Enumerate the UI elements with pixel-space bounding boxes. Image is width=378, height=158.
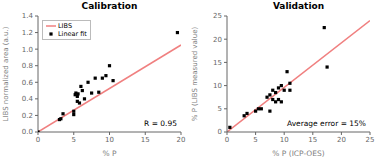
svg-text:10: 10 [280, 136, 289, 144]
svg-text:25: 25 [366, 136, 370, 144]
svg-text:LIBS normalized area (a.u.): LIBS normalized area (a.u.) [8, 26, 10, 121]
html-text:Linear fit: Linear fit [58, 30, 87, 38]
svg-text:% P (ICP-OES): % P (ICP-OES) [272, 149, 324, 158]
svg-text:0: 0 [36, 136, 40, 144]
svg-text:1.0: 1.0 [22, 46, 33, 54]
svg-text:5: 5 [72, 136, 76, 144]
svg-text:10: 10 [105, 136, 114, 144]
html-text:Validation: Validation [272, 1, 325, 11]
html-text:R = 0.95: R = 0.95 [144, 119, 177, 128]
svg-text:5: 5 [218, 105, 222, 113]
svg-text:% P: % P [102, 149, 117, 158]
svg-text:1.4: 1.4 [22, 12, 34, 20]
html-text:LIBS: LIBS [58, 22, 72, 30]
html-text:Average error = 15%: Average error = 15% [286, 119, 366, 128]
svg-text:0.4: 0.4 [22, 95, 34, 103]
svg-text:10: 10 [213, 82, 222, 90]
svg-text:15: 15 [213, 59, 222, 67]
svg-text:20: 20 [177, 136, 186, 144]
svg-text:20: 20 [337, 136, 346, 144]
svg-text:0.6: 0.6 [22, 79, 34, 87]
svg-text:0.0: 0.0 [22, 128, 33, 136]
svg-text:0.8: 0.8 [22, 62, 33, 70]
svg-text:15: 15 [308, 136, 317, 144]
svg-text:20: 20 [213, 36, 222, 44]
svg-text:15: 15 [141, 136, 150, 144]
svg-text:1.2: 1.2 [22, 29, 33, 37]
svg-text:0: 0 [218, 128, 222, 136]
html-text:Calibration: Calibration [81, 1, 138, 11]
svg-text:25: 25 [213, 12, 222, 20]
svg-text:5: 5 [253, 136, 257, 144]
svg-text:0: 0 [225, 136, 229, 144]
svg-text:0.2: 0.2 [22, 112, 33, 120]
svg-text:% P (LIBS measured value): % P (LIBS measured value) [191, 27, 199, 122]
